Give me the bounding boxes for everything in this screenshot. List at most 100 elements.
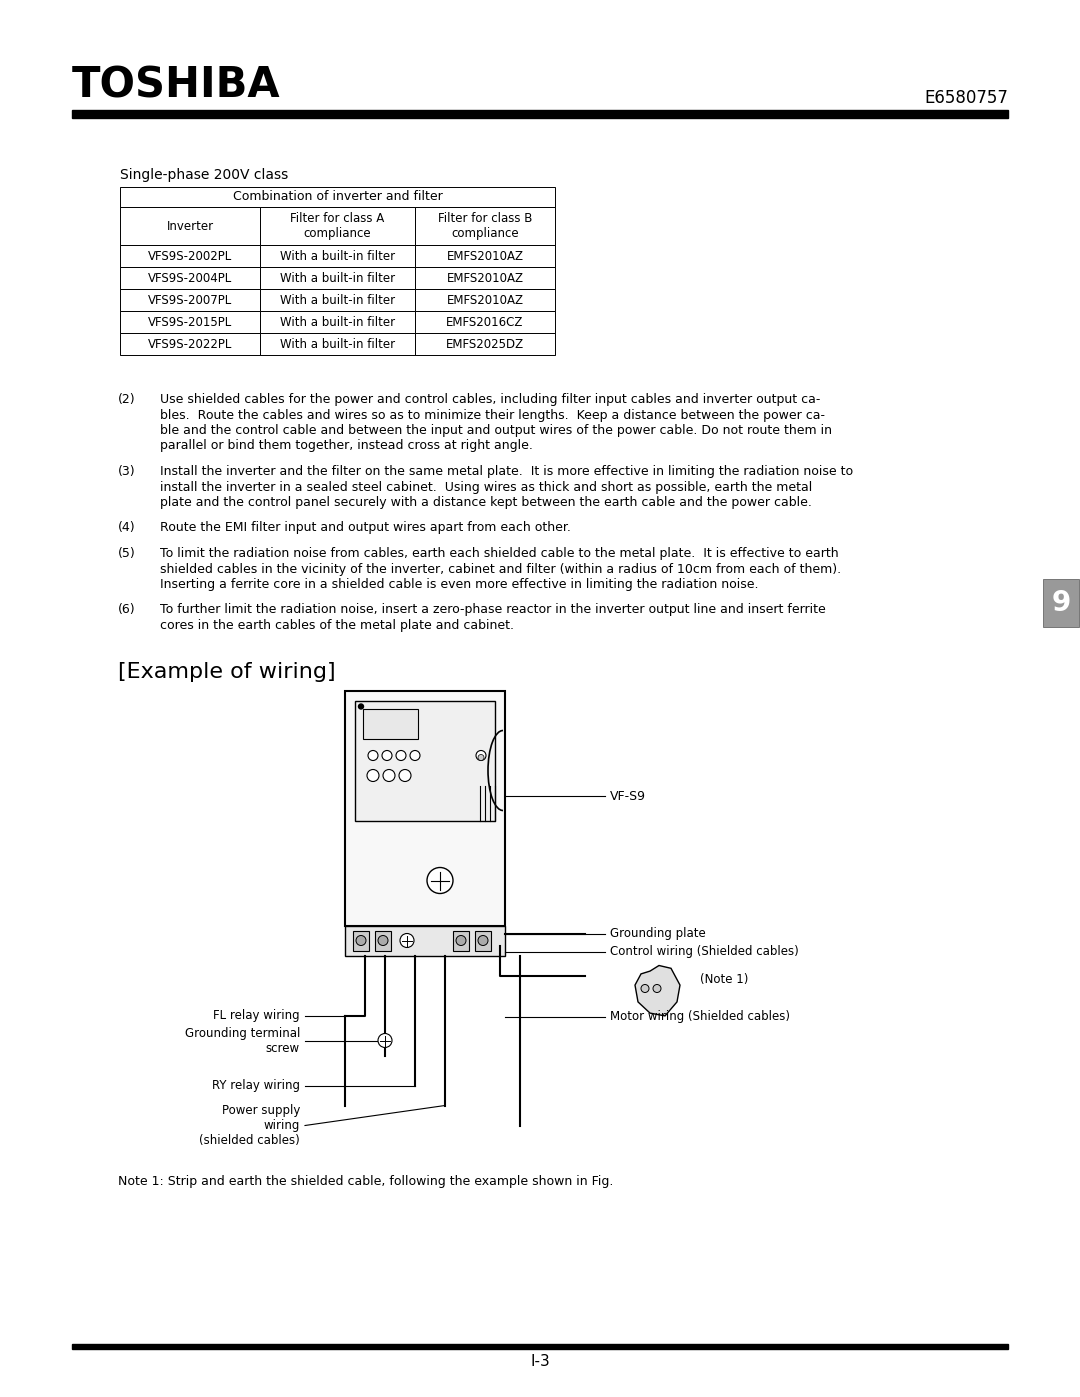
Polygon shape (635, 965, 680, 1016)
Text: Single-phase 200V class: Single-phase 200V class (120, 168, 288, 182)
Text: VFS9S-2002PL: VFS9S-2002PL (148, 250, 232, 263)
Bar (260, 207, 415, 244)
Text: (5): (5) (118, 548, 136, 560)
Circle shape (478, 754, 484, 760)
Bar (453, 930, 469, 950)
Bar (345, 690, 505, 925)
Circle shape (476, 750, 486, 760)
Bar (260, 332, 415, 355)
Circle shape (368, 750, 378, 760)
Text: TOSHIBA: TOSHIBA (72, 66, 281, 108)
Bar (72, 1344, 1008, 1350)
Text: To limit the radiation noise from cables, earth each shielded cable to the metal: To limit the radiation noise from cables… (160, 548, 839, 560)
Circle shape (396, 750, 406, 760)
Text: I-3: I-3 (530, 1354, 550, 1369)
Bar (120, 332, 260, 355)
Text: (4): (4) (118, 521, 136, 535)
Circle shape (427, 868, 453, 894)
Text: Grounding terminal
screw: Grounding terminal screw (185, 1027, 300, 1055)
Text: With a built-in filter: With a built-in filter (280, 271, 395, 285)
Text: EMFS2016CZ: EMFS2016CZ (446, 316, 524, 328)
Text: Route the EMI filter input and output wires apart from each other.: Route the EMI filter input and output wi… (160, 521, 571, 535)
Text: VFS9S-2022PL: VFS9S-2022PL (148, 338, 232, 351)
Text: With a built-in filter: With a built-in filter (280, 338, 395, 351)
Text: parallel or bind them together, instead cross at right angle.: parallel or bind them together, instead … (160, 440, 532, 453)
Text: VFS9S-2004PL: VFS9S-2004PL (148, 271, 232, 285)
Text: Power supply
wiring
(shielded cables): Power supply wiring (shielded cables) (199, 1104, 300, 1147)
Text: FL relay wiring: FL relay wiring (214, 1009, 300, 1023)
Bar (475, 930, 491, 950)
Bar (375, 930, 391, 950)
Text: VFS9S-2007PL: VFS9S-2007PL (148, 293, 232, 306)
Bar (363, 708, 418, 739)
Bar (415, 207, 555, 244)
Text: (3): (3) (118, 465, 136, 478)
Bar (120, 187, 555, 207)
Bar (415, 312, 555, 332)
Bar (415, 332, 555, 355)
Text: shielded cables in the vicinity of the inverter, cabinet and filter (within a ra: shielded cables in the vicinity of the i… (160, 563, 841, 576)
Text: EMFS2010AZ: EMFS2010AZ (446, 271, 524, 285)
Text: bles.  Route the cables and wires so as to minimize their lengths.  Keep a dista: bles. Route the cables and wires so as t… (160, 408, 825, 422)
Text: Motor wiring (Shielded cables): Motor wiring (Shielded cables) (610, 1010, 789, 1023)
Bar (355, 700, 495, 820)
Bar (260, 312, 415, 332)
Text: VFS9S-2015PL: VFS9S-2015PL (148, 316, 232, 328)
Text: With a built-in filter: With a built-in filter (280, 293, 395, 306)
Bar (120, 207, 260, 244)
Bar (1043, 578, 1079, 627)
Circle shape (400, 933, 414, 947)
Text: plate and the control panel securely with a distance kept between the earth cabl: plate and the control panel securely wit… (160, 496, 812, 509)
Text: Note 1: Strip and earth the shielded cable, following the example shown in Fig.: Note 1: Strip and earth the shielded cab… (118, 1175, 613, 1189)
Text: Inverter: Inverter (166, 219, 214, 232)
Bar (120, 244, 260, 267)
Circle shape (382, 750, 392, 760)
Text: EMFS2025DZ: EMFS2025DZ (446, 338, 524, 351)
Text: Grounding plate: Grounding plate (610, 928, 705, 940)
Text: Filter for class A
compliance: Filter for class A compliance (291, 212, 384, 240)
Bar (353, 930, 369, 950)
Circle shape (399, 770, 411, 781)
Circle shape (378, 1034, 392, 1048)
Text: 9: 9 (1051, 590, 1070, 617)
Text: Install the inverter and the filter on the same metal plate.  It is more effecti: Install the inverter and the filter on t… (160, 465, 853, 478)
Text: With a built-in filter: With a built-in filter (280, 250, 395, 263)
Text: install the inverter in a sealed steel cabinet.  Using wires as thick and short : install the inverter in a sealed steel c… (160, 481, 812, 493)
Bar (260, 244, 415, 267)
Text: With a built-in filter: With a built-in filter (280, 316, 395, 328)
Text: Use shielded cables for the power and control cables, including filter input cab: Use shielded cables for the power and co… (160, 393, 821, 407)
Bar (345, 925, 505, 956)
Text: [Example of wiring]: [Example of wiring] (118, 662, 336, 683)
Text: To further limit the radiation noise, insert a zero-phase reactor in the inverte: To further limit the radiation noise, in… (160, 604, 826, 616)
Bar (120, 289, 260, 312)
Text: EMFS2010AZ: EMFS2010AZ (446, 250, 524, 263)
Bar (72, 110, 1008, 117)
Text: Filter for class B
compliance: Filter for class B compliance (437, 212, 532, 240)
Text: E6580757: E6580757 (924, 89, 1008, 108)
Circle shape (410, 750, 420, 760)
Bar (120, 267, 260, 289)
Text: EMFS2010AZ: EMFS2010AZ (446, 293, 524, 306)
Text: (6): (6) (118, 604, 136, 616)
Text: Control wiring (Shielded cables): Control wiring (Shielded cables) (610, 944, 799, 958)
Text: (2): (2) (118, 393, 136, 407)
Text: VF-S9: VF-S9 (610, 789, 646, 803)
Bar (415, 244, 555, 267)
Circle shape (359, 704, 364, 710)
Text: Inserting a ferrite core in a shielded cable is even more effective in limiting : Inserting a ferrite core in a shielded c… (160, 578, 758, 591)
Bar (260, 267, 415, 289)
Circle shape (478, 936, 488, 946)
Circle shape (367, 770, 379, 781)
Text: (Note 1): (Note 1) (700, 972, 748, 986)
Bar (120, 312, 260, 332)
Bar (260, 289, 415, 312)
Circle shape (456, 936, 465, 946)
Text: Combination of inverter and filter: Combination of inverter and filter (232, 190, 443, 204)
Text: ble and the control cable and between the input and output wires of the power ca: ble and the control cable and between th… (160, 425, 832, 437)
Circle shape (356, 936, 366, 946)
Circle shape (378, 936, 388, 946)
Bar (415, 267, 555, 289)
Circle shape (383, 770, 395, 781)
Text: cores in the earth cables of the metal plate and cabinet.: cores in the earth cables of the metal p… (160, 619, 514, 631)
Text: RY relay wiring: RY relay wiring (212, 1078, 300, 1092)
